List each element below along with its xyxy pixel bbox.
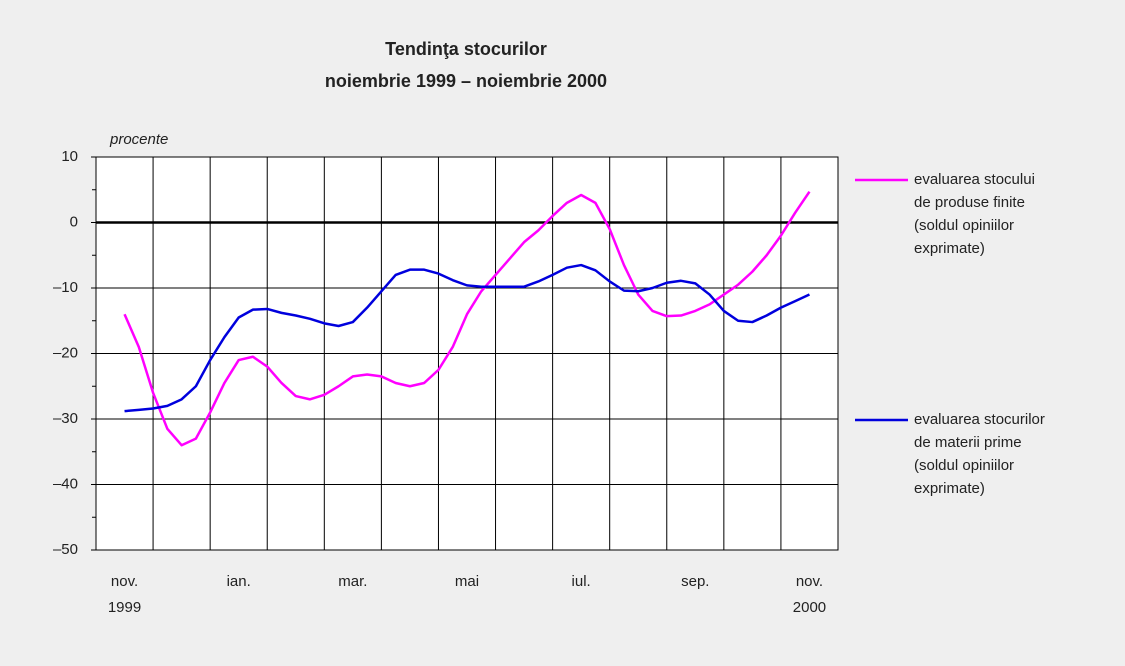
y-tick-label: –30 xyxy=(53,410,78,427)
legend-label: evaluarea stocurilor de materii prime (s… xyxy=(914,411,1045,497)
x-tick-label: ian. xyxy=(227,573,251,590)
x-tick-label: nov. xyxy=(796,573,823,590)
x-tick-label: mai xyxy=(455,573,479,590)
plot-border xyxy=(95,156,839,551)
legend-label: evaluarea stocului de produse finite (so… xyxy=(914,171,1035,257)
x-tick-label: nov. xyxy=(111,573,138,590)
x-year-label: 1999 xyxy=(108,599,141,616)
chart-title: Tendinţa stocurilor xyxy=(385,39,547,59)
x-year-label: 2000 xyxy=(793,599,826,616)
chart-subtitle: noiembrie 1999 – noiembrie 2000 xyxy=(325,71,607,91)
series-line xyxy=(123,191,811,447)
y-tick-label: 0 xyxy=(70,213,78,230)
x-tick-label: sep. xyxy=(681,573,709,590)
y-tick-label: –40 xyxy=(53,475,78,492)
y-tick-label: –50 xyxy=(53,541,78,558)
series-line xyxy=(124,263,810,413)
x-tick-label: mar. xyxy=(338,573,367,590)
x-tick-label: iul. xyxy=(572,573,591,590)
y-tick-label: –20 xyxy=(53,344,78,361)
y-tick-label: 10 xyxy=(61,148,78,165)
y-axis-label: procente xyxy=(109,131,168,148)
y-tick-label: –10 xyxy=(53,279,78,296)
